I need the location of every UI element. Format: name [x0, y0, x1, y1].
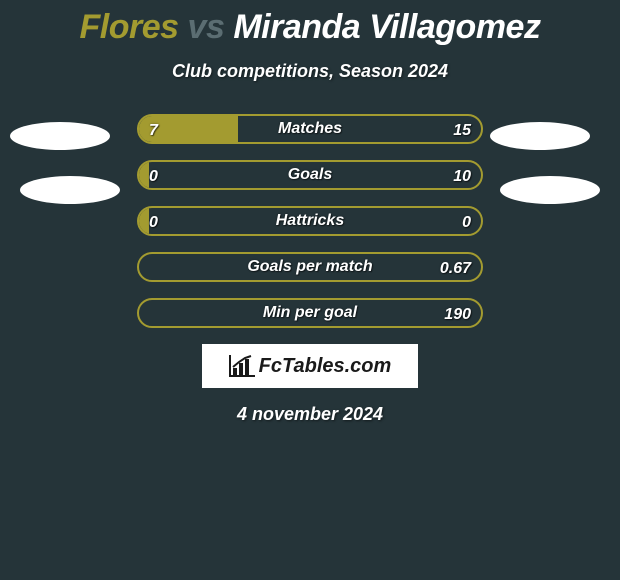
- stat-bar-track: 0Hattricks0: [137, 206, 483, 236]
- stat-row: Min per goal190: [0, 298, 620, 328]
- stat-label: Matches: [139, 116, 481, 142]
- stat-bar-track: 7Matches15: [137, 114, 483, 144]
- stat-value-right: 0: [462, 210, 471, 236]
- stat-bar-track: 0Goals10: [137, 160, 483, 190]
- stat-row: 0Hattricks0: [0, 206, 620, 236]
- stat-value-right: 190: [444, 302, 471, 328]
- stat-value-right: 15: [453, 118, 471, 144]
- stat-value-right: 0.67: [440, 256, 471, 282]
- stat-label: Hattricks: [139, 208, 481, 234]
- stat-label: Min per goal: [139, 300, 481, 326]
- stat-value-right: 10: [453, 164, 471, 190]
- stat-bar-track: Min per goal190: [137, 298, 483, 328]
- player2-name: Miranda Villagomez: [233, 8, 540, 46]
- stat-row: Goals per match0.67: [0, 252, 620, 282]
- bar-chart-icon: [229, 355, 255, 377]
- stat-row: 0Goals10: [0, 160, 620, 190]
- stat-label: Goals: [139, 162, 481, 188]
- date: 4 november 2024: [0, 404, 620, 425]
- stat-bar-track: Goals per match0.67: [137, 252, 483, 282]
- stat-row: 7Matches15: [0, 114, 620, 144]
- player1-name: Flores: [80, 8, 179, 46]
- vs-text: vs: [188, 8, 225, 46]
- logo-text: FcTables.com: [259, 355, 392, 378]
- comparison-title: Flores vs Miranda Villagomez: [0, 0, 620, 47]
- fctables-logo: FcTables.com: [202, 344, 418, 388]
- subtitle: Club competitions, Season 2024: [0, 61, 620, 82]
- stat-label: Goals per match: [139, 254, 481, 280]
